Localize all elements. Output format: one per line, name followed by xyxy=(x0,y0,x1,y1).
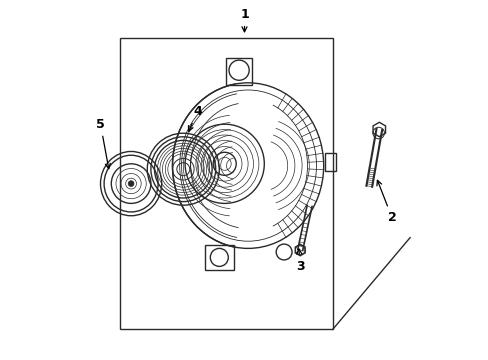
Text: 4: 4 xyxy=(188,105,202,131)
Text: 5: 5 xyxy=(96,118,110,169)
Text: 1: 1 xyxy=(240,8,248,32)
Polygon shape xyxy=(372,122,385,137)
Polygon shape xyxy=(295,244,305,256)
Text: 2: 2 xyxy=(376,180,396,224)
Bar xyxy=(120,38,332,329)
Text: 3: 3 xyxy=(295,249,304,273)
Circle shape xyxy=(128,181,134,186)
